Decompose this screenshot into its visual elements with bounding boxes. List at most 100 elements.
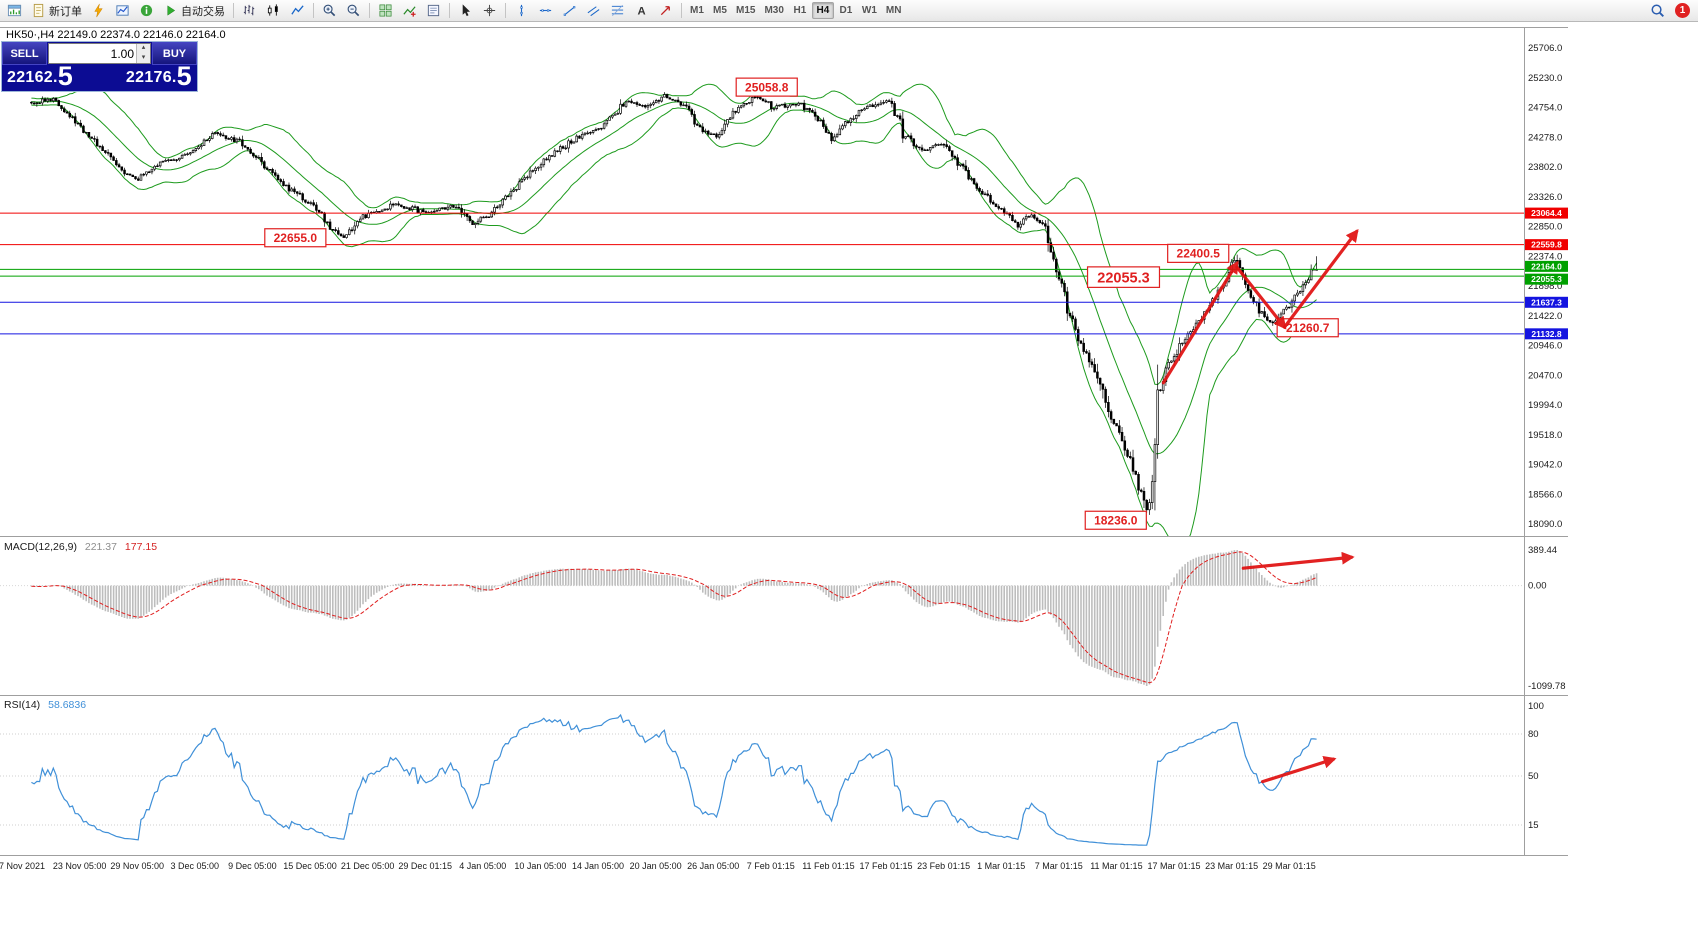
trend-arrow[interactable]: [1261, 755, 1337, 784]
svg-text:24278.0: 24278.0: [1528, 132, 1562, 143]
zoom-in-button[interactable]: [318, 1, 341, 20]
svg-text:22374.0: 22374.0: [1528, 251, 1562, 262]
volume-decrease-button[interactable]: ▾: [137, 53, 150, 63]
svg-text:7 Feb 01:15: 7 Feb 01:15: [747, 861, 795, 871]
crosshair-tool-button[interactable]: [478, 1, 501, 20]
data-window-button[interactable]: [135, 1, 158, 20]
fibonacci-tool-button[interactable]: [606, 1, 629, 20]
buy-button[interactable]: BUY: [152, 42, 197, 65]
line-chart-mode-button[interactable]: [286, 1, 309, 20]
sell-price-big-digit: 5: [57, 61, 74, 91]
svg-text:17 Mar 01:15: 17 Mar 01:15: [1147, 861, 1200, 871]
svg-text:19042.0: 19042.0: [1528, 460, 1562, 471]
svg-text:29 Mar 01:15: 29 Mar 01:15: [1263, 861, 1316, 871]
new-order-button[interactable]: 新订单: [27, 1, 86, 20]
trend-arrow[interactable]: [1282, 228, 1359, 329]
metaeditor-button[interactable]: [87, 1, 110, 20]
svg-text:29 Dec 01:15: 29 Dec 01:15: [398, 861, 452, 871]
svg-text:14 Jan 05:00: 14 Jan 05:00: [572, 861, 624, 871]
svg-text:26 Jan 05:00: 26 Jan 05:00: [687, 861, 739, 871]
channel-icon: [586, 3, 601, 18]
price-axis[interactable]: 25706.0 25230.0 24754.0 24278.0 23802.0 23326…: [1528, 43, 1562, 530]
hline-icon: [538, 3, 553, 18]
toolbar-separator: [233, 3, 234, 18]
svg-text:23802.0: 23802.0: [1528, 162, 1562, 173]
arrows-tool-button[interactable]: [654, 1, 677, 20]
zoom-out-icon: [346, 3, 361, 18]
timeframe-d1-button[interactable]: D1: [835, 2, 857, 19]
annotation-box[interactable]: [1084, 510, 1147, 530]
fibo-icon: [610, 3, 625, 18]
notifications-badge[interactable]: 1: [1675, 3, 1690, 18]
new-order-label: 新订单: [49, 5, 82, 18]
autotrading-button[interactable]: 自动交易: [159, 1, 229, 20]
toolbar: 新订单 自动交易 M1 M5 M15 M30 H1 H4 D1 W1 MN 1: [0, 0, 1698, 22]
candle-chart-mode-button[interactable]: [262, 1, 285, 20]
annotation-box[interactable]: [735, 77, 798, 97]
buy-price-main: 22176.: [125, 69, 177, 86]
macd-histogram: [30, 550, 1318, 686]
trend-arrow[interactable]: [1161, 260, 1239, 385]
timeframe-mn-button[interactable]: MN: [882, 2, 906, 19]
svg-text:22850.0: 22850.0: [1528, 222, 1562, 233]
svg-text:22055.3: 22055.3: [1097, 270, 1149, 286]
sell-price[interactable]: 22162. 5: [7, 61, 74, 91]
svg-text:19518.0: 19518.0: [1528, 430, 1562, 441]
volume-field: ▴ ▾: [48, 43, 151, 64]
volume-input[interactable]: [49, 44, 136, 63]
svg-text:15 Dec 05:00: 15 Dec 05:00: [283, 861, 337, 871]
search-button[interactable]: [1646, 1, 1669, 20]
timeframe-w1-button[interactable]: W1: [858, 2, 881, 19]
timeframe-h1-button[interactable]: H1: [789, 2, 811, 19]
buy-price[interactable]: 22176. 5: [125, 63, 192, 90]
time-axis[interactable]: 7 Nov 2021 23 Nov 05:00 29 Nov 05:00 3 Dec …: [0, 861, 1316, 871]
market-watch-button[interactable]: [111, 1, 134, 20]
macd-name: MACD(12,26,9): [4, 541, 77, 553]
lightning-icon: [91, 3, 106, 18]
crosshair-icon: [482, 3, 497, 18]
trend-arrows[interactable]: [1161, 228, 1359, 784]
line-chart-icon: [290, 3, 305, 18]
chart-window-button[interactable]: [3, 1, 26, 20]
timeframe-m5-button[interactable]: M5: [709, 2, 731, 19]
horizontal-line-tool-button[interactable]: [534, 1, 557, 20]
timeframe-h4-button[interactable]: H4: [811, 2, 834, 19]
sell-button[interactable]: SELL: [2, 42, 47, 65]
autotrading-label: 自动交易: [181, 5, 225, 18]
annotation-box[interactable]: [1086, 266, 1161, 288]
trend-arrow[interactable]: [1235, 265, 1287, 330]
indicators-icon: [402, 3, 417, 18]
annotation-box[interactable]: [1167, 243, 1230, 263]
annotation-box[interactable]: [264, 228, 327, 248]
toolbar-separator: [313, 3, 314, 18]
cursor-icon: [458, 3, 473, 18]
zoom-out-button[interactable]: [342, 1, 365, 20]
bollinger-bands: [31, 83, 1318, 536]
timeframe-m30-button[interactable]: M30: [760, 2, 787, 19]
tile-windows-button[interactable]: [374, 1, 397, 20]
trendline-tool-button[interactable]: [558, 1, 581, 20]
channel-tool-button[interactable]: [582, 1, 605, 20]
cursor-tool-button[interactable]: [454, 1, 477, 20]
rsi-indicator-label: RSI(14) 58.6836: [4, 699, 91, 711]
indicators-list-button[interactable]: [398, 1, 421, 20]
svg-text:22164.0: 22164.0: [1531, 261, 1562, 271]
vertical-line-tool-button[interactable]: [510, 1, 533, 20]
price-annotations[interactable]: 25058.8 22655.0 22400.5 22055.3 21260.7 18236…: [264, 77, 1339, 530]
rsi-value: 58.6836: [48, 699, 87, 711]
svg-text:25230.0: 25230.0: [1528, 73, 1562, 84]
volume-increase-button[interactable]: ▴: [137, 44, 150, 54]
price-lines[interactable]: 23064.4 22559.8 22164.0 22055.3 21637.3 21132…: [0, 207, 1568, 340]
text-tool-button[interactable]: [630, 1, 653, 20]
bar-chart-mode-button[interactable]: [238, 1, 261, 20]
svg-text:18236.0: 18236.0: [1094, 514, 1138, 528]
timeframe-m15-button[interactable]: M15: [732, 2, 759, 19]
templates-button[interactable]: [422, 1, 445, 20]
trend-arrow[interactable]: [1241, 551, 1355, 570]
svg-text:23064.4: 23064.4: [1531, 208, 1562, 218]
one-click-trading-panel: SELL ▴ ▾ BUY 22162.5 22176.5: [1, 41, 198, 92]
svg-text:21422.0: 21422.0: [1528, 311, 1562, 322]
timeframe-m1-button[interactable]: M1: [686, 2, 708, 19]
macd-main-value: 221.37: [84, 541, 117, 553]
